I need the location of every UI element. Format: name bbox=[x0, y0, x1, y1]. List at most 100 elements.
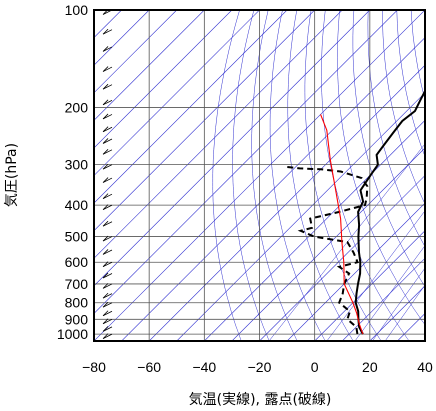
y-tick-label: 100 bbox=[65, 2, 89, 18]
wind-barb-flag bbox=[102, 301, 109, 308]
wind-barb bbox=[102, 283, 113, 289]
wind-barb bbox=[102, 235, 113, 242]
wind-barb-flag bbox=[102, 126, 109, 133]
mixing-ratio-line bbox=[372, 267, 425, 341]
parcel-line bbox=[320, 114, 364, 335]
x-tick-label: 20 bbox=[362, 359, 378, 375]
wind-barb bbox=[102, 66, 113, 72]
mixing-ratio-line bbox=[268, 143, 425, 341]
dry-adiabat-line bbox=[337, 10, 425, 326]
wind-barb-staff bbox=[102, 310, 113, 317]
wind-barb bbox=[102, 46, 113, 52]
x-tick-label: 0 bbox=[311, 359, 319, 375]
dry-adiabat-line bbox=[367, 10, 425, 248]
wind-barb bbox=[102, 326, 113, 332]
y-tick-label: 600 bbox=[65, 254, 89, 270]
isotherm-line bbox=[94, 10, 233, 149]
wind-barb-staff bbox=[102, 333, 113, 339]
wind-barb-flag bbox=[102, 249, 109, 255]
y-tick-label: 500 bbox=[65, 229, 89, 245]
y-tick-label: 200 bbox=[65, 100, 89, 116]
wind-barb-staff bbox=[102, 126, 113, 133]
wind-barb-staff bbox=[102, 273, 113, 279]
wind-barb-staff bbox=[102, 221, 113, 227]
wind-barb bbox=[102, 149, 113, 155]
x-tick-labels: −80 −60 −40 −20 0 20 40 bbox=[82, 359, 433, 375]
wind-barb bbox=[102, 99, 113, 106]
wind-barb-flag bbox=[102, 163, 109, 170]
isotherm-line bbox=[94, 10, 315, 232]
wind-barb-staff bbox=[102, 114, 113, 120]
dry-adiabat-line bbox=[352, 10, 425, 288]
wind-barb-flag bbox=[102, 99, 109, 106]
dry-adiabat-line bbox=[269, 10, 326, 341]
wind-barb-staff bbox=[102, 326, 113, 332]
wind-barb-staff bbox=[102, 46, 113, 52]
wind-barb-staff bbox=[102, 177, 113, 183]
wind-barb bbox=[102, 292, 113, 299]
y-tick-label: 1000 bbox=[57, 326, 88, 342]
x-tick-label: 40 bbox=[417, 359, 433, 375]
wind-barb-staff bbox=[102, 138, 113, 144]
x-axis-label: 気温(実線), 露点(破線) bbox=[189, 392, 332, 408]
wind-barb bbox=[102, 333, 113, 339]
wind-barb-flag bbox=[102, 28, 109, 35]
mixing-ratio-line bbox=[354, 245, 425, 341]
pressure-gridlines bbox=[94, 10, 425, 341]
wind-barb-flag bbox=[102, 204, 109, 210]
isotherm-line bbox=[342, 257, 425, 341]
isotherm-line bbox=[94, 10, 288, 204]
wind-barb-flag bbox=[102, 272, 109, 279]
isotherm-grid bbox=[94, 10, 436, 341]
wind-barb bbox=[102, 310, 113, 317]
wind-barb-flag bbox=[102, 113, 109, 120]
y-tick-label: 800 bbox=[65, 295, 89, 311]
wind-barb bbox=[102, 83, 113, 90]
wind-barb-flag bbox=[102, 149, 109, 155]
wind-barb-staff bbox=[102, 318, 113, 325]
y-tick-label: 400 bbox=[65, 197, 89, 213]
wind-barb bbox=[102, 204, 113, 210]
wind-barb-flag bbox=[102, 177, 109, 183]
wind-barb bbox=[102, 28, 113, 35]
isotherm-line bbox=[94, 10, 205, 121]
plot-frame bbox=[93, 9, 426, 342]
temperature-line bbox=[354, 88, 425, 335]
wind-barb-flag bbox=[102, 292, 109, 299]
isotherm-line bbox=[424, 340, 425, 341]
wind-barb-staff bbox=[102, 283, 113, 289]
wind-barb bbox=[102, 126, 113, 133]
wind-barb bbox=[102, 113, 113, 120]
dry-adiabat-line bbox=[410, 10, 425, 101]
wind-barb-flag bbox=[102, 326, 109, 332]
wind-barb-flag bbox=[102, 333, 109, 339]
dry-adiabat-line bbox=[382, 10, 425, 205]
x-tick-label: −80 bbox=[82, 359, 106, 375]
wind-barb bbox=[102, 138, 113, 144]
dry-adiabat-line bbox=[212, 10, 242, 341]
wind-barb-staff bbox=[102, 204, 113, 210]
wind-barb bbox=[102, 301, 113, 308]
profile-series bbox=[287, 88, 425, 335]
wind-barb bbox=[102, 261, 113, 268]
wind-barb-staff bbox=[102, 249, 113, 255]
dry-adiabat-line bbox=[321, 10, 410, 341]
wind-barb-flag bbox=[102, 318, 109, 325]
isotherm-line bbox=[94, 10, 343, 259]
wind-barb-flag bbox=[102, 46, 109, 52]
isotherm-line bbox=[121, 37, 425, 341]
isotherm-line bbox=[176, 92, 425, 341]
dry-adiabat-line bbox=[232, 10, 270, 341]
wind-barb bbox=[102, 272, 113, 279]
dry-adiabat-line bbox=[425, 10, 436, 341]
mixing-ratio-line bbox=[326, 210, 425, 341]
wind-barb-flag bbox=[102, 261, 109, 267]
wind-barbs bbox=[102, 10, 113, 339]
x-tick-label: −20 bbox=[248, 359, 272, 375]
y-tick-label: 700 bbox=[65, 276, 89, 292]
wind-barb-flag bbox=[102, 193, 109, 199]
wind-barb-staff bbox=[102, 164, 113, 170]
wind-barb-flag bbox=[102, 283, 109, 289]
